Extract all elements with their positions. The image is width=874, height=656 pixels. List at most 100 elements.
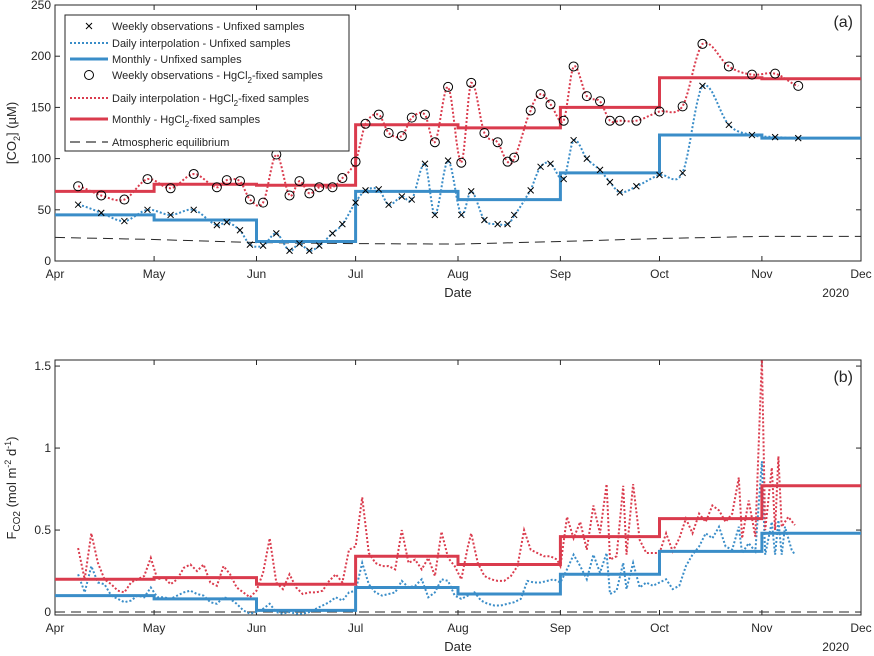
y-axis-label-superscript: -2 [3,460,13,468]
weekly-fixed-marker [314,182,325,193]
weekly-fixed-marker [360,118,371,129]
y-axis-label-part: ) [4,436,19,440]
weekly-fixed-marker [396,131,407,142]
weekly-unfixed-marker [144,206,151,214]
weekly-fixed-marker [492,137,503,148]
weekly-fixed-marker [337,173,348,184]
weekly-fixed-marker [525,105,536,116]
weekly-fixed-marker [165,183,176,194]
weekly-fixed-marker [456,157,467,168]
legend-label-atmos: Atmospheric equilibrium [112,137,229,149]
y-axis-label-part: ] (µM) [4,102,19,136]
y-axis-label-subscript: CO2 [12,511,23,532]
monthly-flux-unfixed-line [55,531,861,612]
weekly-fixed-marker [535,89,546,100]
x-tick-label: Oct [650,621,669,635]
weekly-unfixed-marker [97,209,105,217]
weekly-unfixed-marker [699,82,706,90]
weekly-unfixed-marker [748,131,756,139]
weekly-fixed-marker [406,112,417,123]
year-label: 2020 [822,640,849,654]
legend-label-text: Weekly observations - HgCl [112,70,248,82]
weekly-unfixed-marker [272,229,280,237]
y-axis-label-superscript: -1 [3,441,13,449]
weekly-fixed-marker [568,61,579,72]
weekly-fixed-marker [677,101,688,112]
weekly-unfixed-marker [633,182,640,190]
weekly-unfixed-marker [362,186,369,194]
x-axis-label: Date [444,639,471,654]
weekly-unfixed-marker [457,211,465,219]
weekly-fixed-marker [234,176,245,187]
weekly-fixed-marker [793,80,804,91]
weekly-unfixed-marker [190,206,198,214]
weekly-unfixed-marker [236,226,244,234]
weekly-fixed-marker [373,109,384,120]
legend-circle-icon [84,70,94,80]
weekly-fixed-marker [188,168,199,179]
y-axis-label-part: d [4,449,19,460]
y-axis-label: [CO2] (µM) [4,102,22,164]
weekly-unfixed-marker [121,217,128,225]
weekly-unfixed-marker [596,166,604,174]
x-tick-label: Apr [46,267,65,281]
monthly-fixed-line [55,76,861,193]
weekly-fixed-marker [581,91,592,102]
weekly-unfixed-marker [616,189,624,196]
daily-flux-fixed-line [77,360,796,599]
weekly-fixed-marker [119,194,130,205]
x-tick-label: Oct [650,267,669,281]
weekly-unfixed-marker [167,211,174,219]
panel-a-co2: Apr May Jun Jul Aug Sep Oct Nov Dec 0 50 100 150 200 2… [4,0,872,300]
weekly-fixed-marker [304,188,315,199]
monthly-flux-fixed-line [55,484,861,586]
x-tick-label: Apr [46,621,65,635]
x-tick-label: Sep [550,621,572,635]
weekly-fixed-marker [142,174,153,185]
y-tick-label: 150 [31,100,51,114]
y-axis-label-part: 2 [12,136,22,141]
weekly-fixed-marker [770,68,781,79]
legend-label-text: Daily interpolation - Unfixed samples [112,38,291,50]
weekly-fixed-marker [96,190,107,201]
legend-label-daily-unfixed: Daily interpolation - Unfixed samples [112,38,291,50]
legend-label-text: -fixed samples [238,93,309,105]
weekly-unfixed-marker [431,211,439,219]
legend-label-text: -fixed samples [252,70,323,82]
weekly-fixed-marker [429,137,440,148]
weekly-unfixed-marker [606,178,614,186]
weekly-unfixed-marker [74,201,82,209]
weekly-unfixed-marker [223,218,231,226]
weekly-unfixed-marker [583,155,591,162]
weekly-unfixed-marker [656,171,663,179]
y-axis-label: FCO2 (mol m-2 d-1) [3,436,23,539]
weekly-fixed-marker [443,81,454,92]
x-tick-label: Jul [348,621,363,635]
weekly-unfixed-marker [510,211,518,219]
weekly-fixed-marker [604,115,615,126]
weekly-unfixed-marker [537,163,544,171]
weekly-fixed-marker [73,181,84,192]
legend-label-monthly-fixed: Monthly - HgCl2-fixed samples [112,114,261,129]
x-tick-label: Nov [751,621,772,635]
weekly-fixed-marker [327,182,338,193]
weekly-unfixed-marker [467,188,475,195]
weekly-fixed-marker [350,156,361,167]
weekly-fixed-marker [294,176,305,187]
weekly-fixed-marker [697,38,708,49]
x-tick-label: Jun [247,267,266,281]
x-tick-label: May [143,621,166,635]
y-tick-label: 100 [31,152,51,166]
x-tick-label: Sep [550,267,572,281]
weekly-fixed-marker [284,190,295,201]
weekly-unfixed-marker [444,157,452,165]
y-tick-label: 1 [44,441,51,455]
y-tick-label: 0 [44,254,51,268]
legend-label-subscript: 2 [185,120,190,129]
y-axis-label-part: (mol m [4,468,19,511]
y-tick-label: 50 [38,203,52,217]
weekly-unfixed-marker [547,160,554,168]
panel-label: (a) [833,14,853,31]
weekly-unfixed-marker [398,193,406,200]
